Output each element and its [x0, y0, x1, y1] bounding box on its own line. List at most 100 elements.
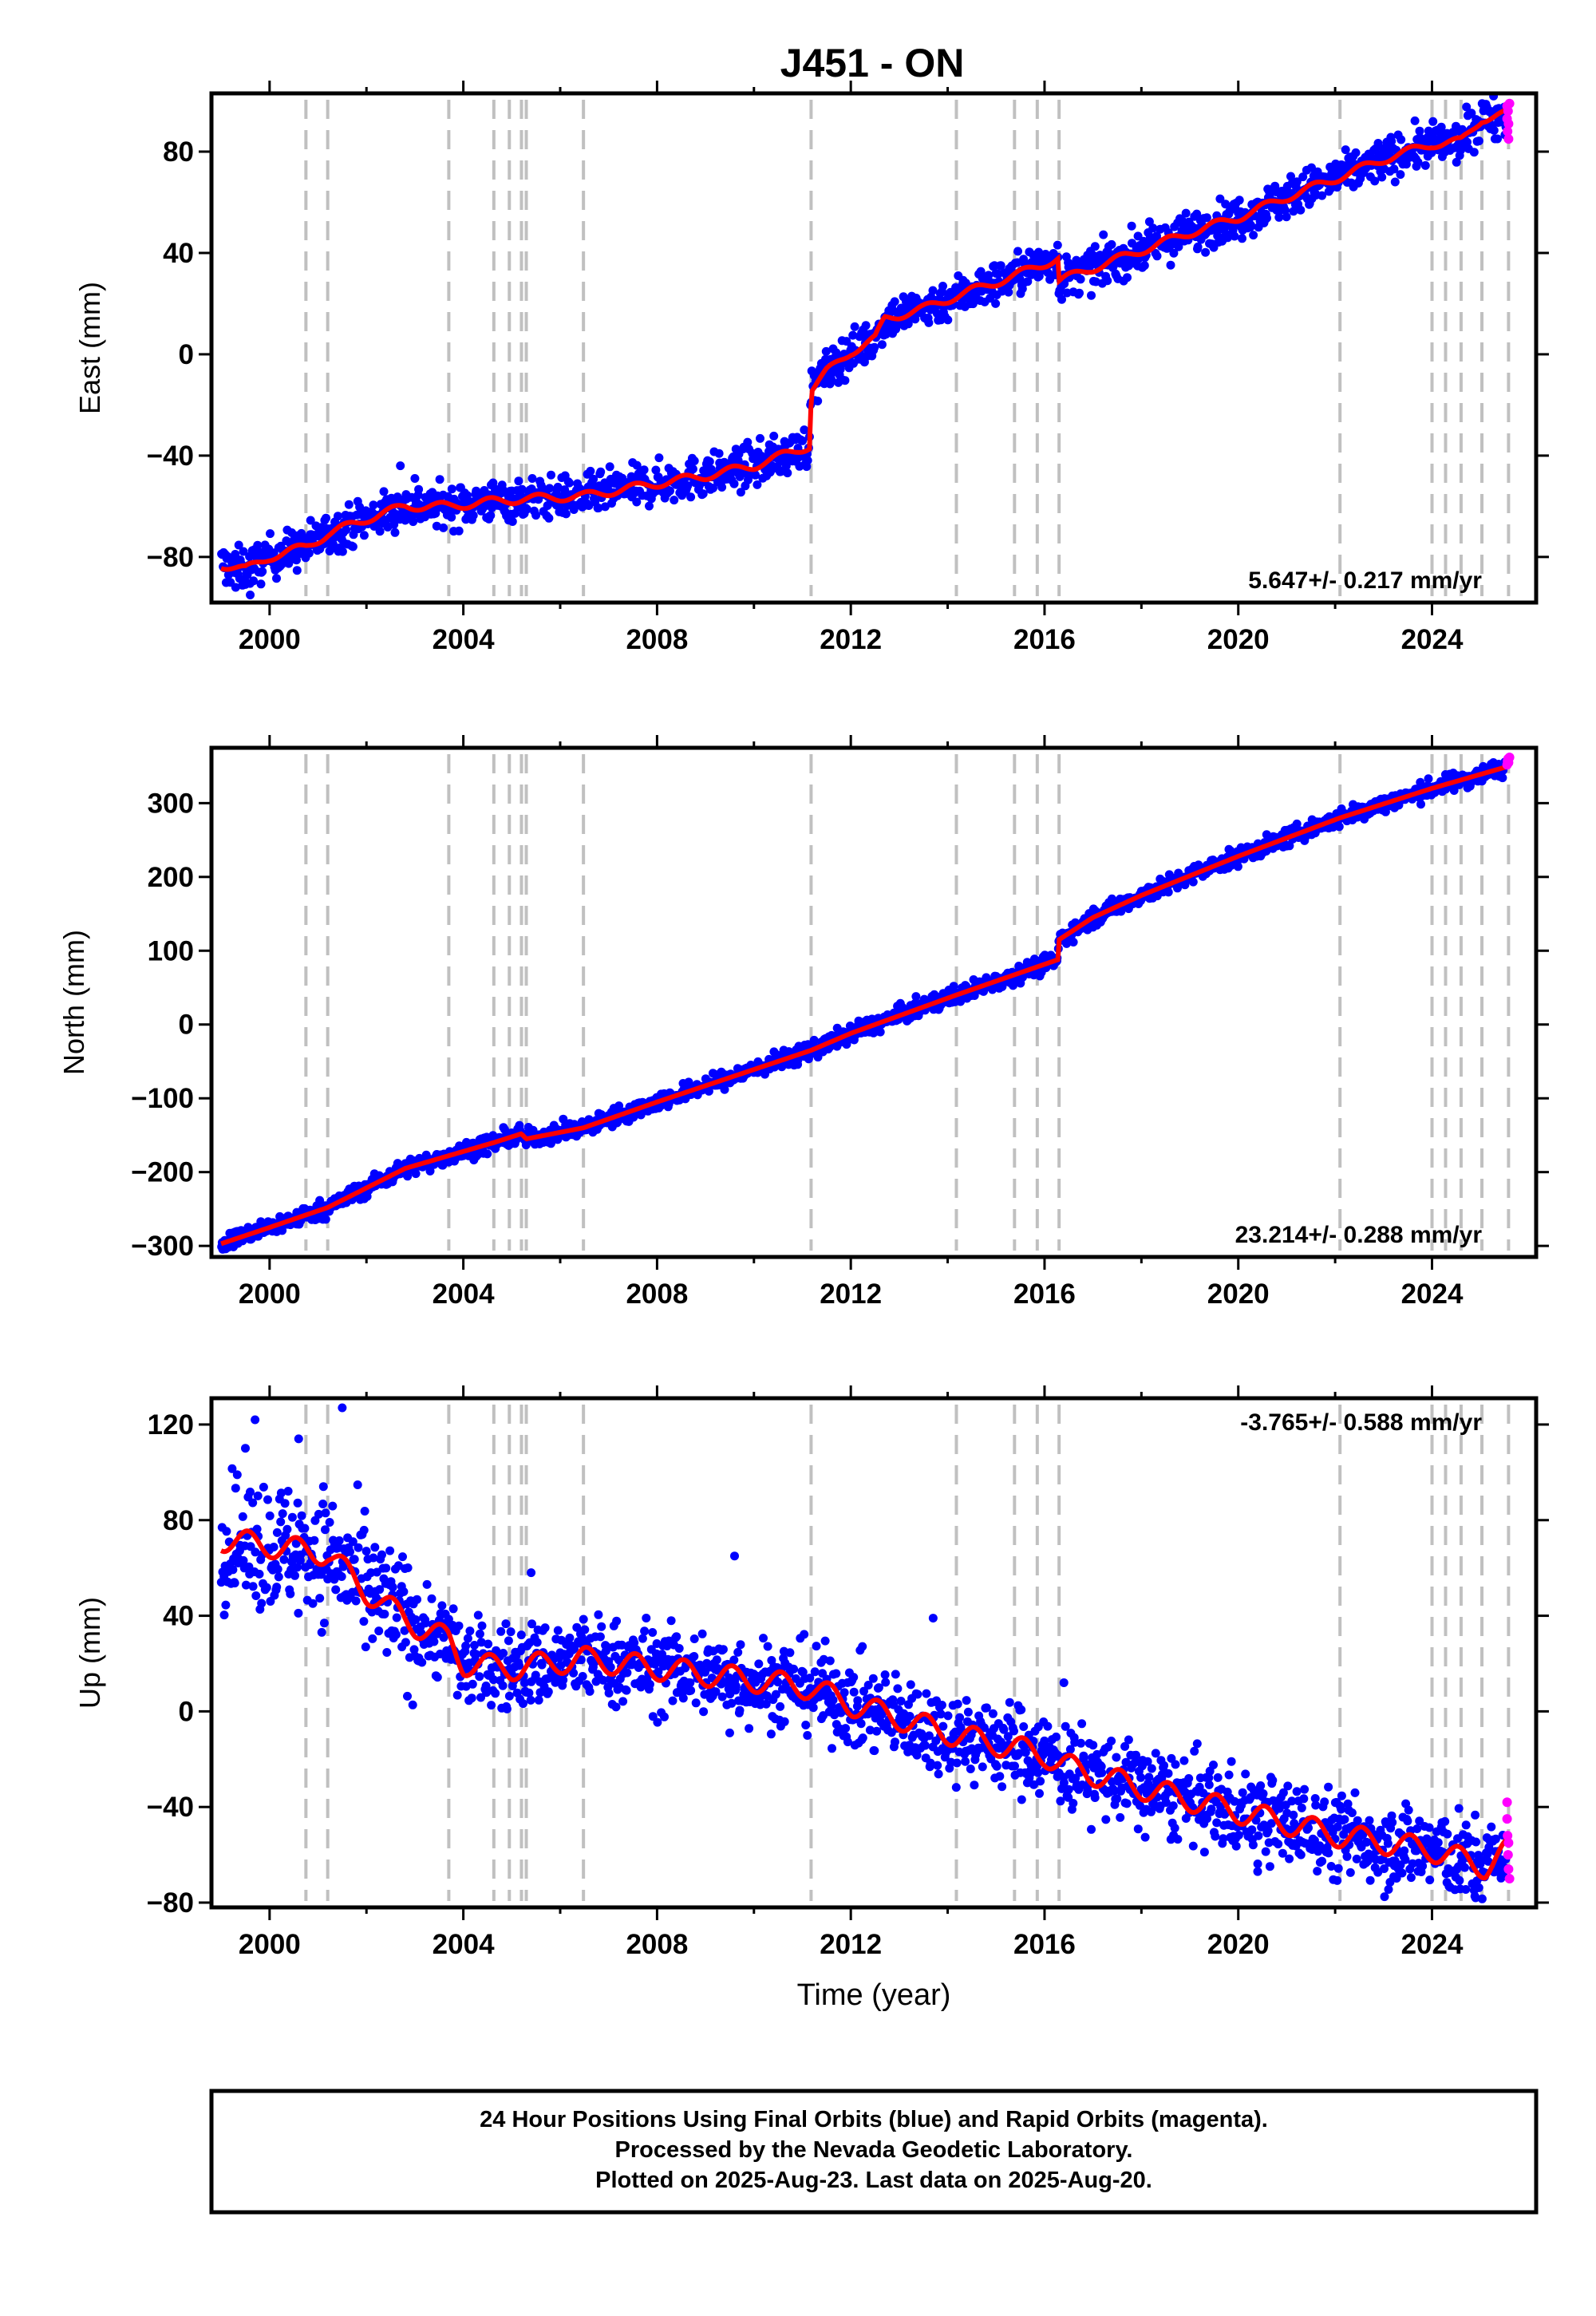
final-point — [1209, 1761, 1218, 1769]
final-point — [709, 484, 717, 493]
final-point — [239, 1555, 248, 1565]
final-point — [903, 319, 913, 329]
final-point — [812, 1642, 821, 1651]
final-point — [937, 1701, 946, 1709]
final-point — [911, 314, 920, 324]
final-point — [736, 1640, 745, 1650]
final-point — [1059, 1778, 1069, 1788]
y-axis-label: North (mm) — [57, 930, 90, 1075]
final-point — [859, 1686, 868, 1696]
final-point — [1147, 1807, 1156, 1816]
final-point — [432, 521, 441, 531]
final-point — [800, 425, 809, 435]
final-point — [232, 1470, 242, 1480]
x-tick-label: 2016 — [1013, 624, 1076, 655]
final-point — [1163, 1769, 1173, 1778]
final-point — [1377, 172, 1387, 182]
final-point — [1116, 1812, 1125, 1822]
final-point — [798, 436, 808, 445]
final-point — [379, 487, 389, 496]
final-point — [1161, 1798, 1171, 1807]
final-point — [654, 453, 664, 463]
final-point — [736, 488, 745, 497]
final-point — [1021, 1748, 1030, 1757]
final-point — [813, 397, 823, 405]
final-point — [773, 1678, 783, 1687]
final-point — [1389, 164, 1399, 174]
final-point — [274, 1572, 283, 1582]
final-point — [849, 1673, 859, 1682]
final-point — [219, 1611, 229, 1620]
final-point — [403, 1691, 412, 1701]
final-point — [1096, 1762, 1106, 1771]
final-point — [400, 1626, 409, 1635]
final-point — [645, 1680, 654, 1689]
final-point — [1140, 261, 1149, 271]
final-point — [674, 1644, 684, 1653]
final-point — [576, 1655, 586, 1665]
final-point — [1168, 1801, 1178, 1811]
final-point — [697, 1629, 707, 1638]
final-point — [1401, 160, 1411, 169]
final-point — [527, 474, 537, 483]
final-point — [1131, 1757, 1140, 1767]
final-point — [1035, 1788, 1044, 1798]
x-tick-label: 2000 — [239, 624, 301, 655]
final-point — [317, 1627, 326, 1637]
final-point — [491, 1689, 500, 1698]
final-point — [502, 1704, 512, 1713]
final-point — [801, 1721, 811, 1729]
final-point — [547, 470, 555, 480]
final-point — [1065, 1745, 1075, 1754]
final-point — [486, 511, 496, 520]
final-point — [321, 1215, 330, 1224]
y-tick-label: 0 — [179, 339, 194, 370]
final-point — [733, 1647, 743, 1657]
final-point — [1258, 1789, 1268, 1798]
final-point — [334, 512, 342, 521]
final-point — [293, 1498, 302, 1508]
final-point — [1370, 176, 1380, 186]
final-point — [839, 1688, 849, 1697]
final-point — [1090, 1793, 1100, 1802]
final-point — [398, 1552, 407, 1562]
final-point — [951, 1783, 961, 1792]
final-point — [660, 1712, 669, 1721]
final-point — [1248, 1840, 1258, 1850]
final-point — [1133, 1824, 1143, 1834]
final-point — [276, 1517, 286, 1527]
final-point — [269, 1543, 279, 1551]
final-point — [991, 298, 1001, 308]
final-point — [1159, 1761, 1168, 1770]
final-point — [1462, 102, 1472, 112]
final-point — [1238, 234, 1246, 243]
final-point — [1247, 1825, 1257, 1835]
final-point — [417, 1658, 427, 1667]
final-point — [848, 330, 858, 340]
final-point — [1079, 1751, 1088, 1761]
final-point — [1424, 774, 1433, 784]
final-point — [920, 1741, 930, 1750]
final-point — [344, 500, 354, 509]
final-point — [331, 1585, 341, 1595]
final-point — [731, 1682, 741, 1691]
final-point — [952, 1758, 962, 1768]
final-point — [468, 1679, 477, 1689]
final-point — [380, 1610, 389, 1618]
final-point — [519, 1678, 529, 1688]
final-point — [1136, 1773, 1146, 1782]
final-point — [1231, 1841, 1241, 1851]
x-tick-label: 2008 — [626, 1279, 688, 1310]
final-point — [913, 1690, 922, 1699]
final-point — [1207, 1804, 1216, 1814]
final-point — [618, 1697, 628, 1706]
final-point — [911, 992, 921, 1002]
final-point — [853, 1696, 863, 1705]
final-point — [351, 1596, 361, 1606]
final-point — [517, 484, 527, 494]
final-point — [1296, 205, 1306, 215]
final-point — [943, 1711, 953, 1721]
final-point — [439, 523, 448, 532]
final-point — [375, 527, 385, 536]
final-point — [1124, 1735, 1133, 1745]
